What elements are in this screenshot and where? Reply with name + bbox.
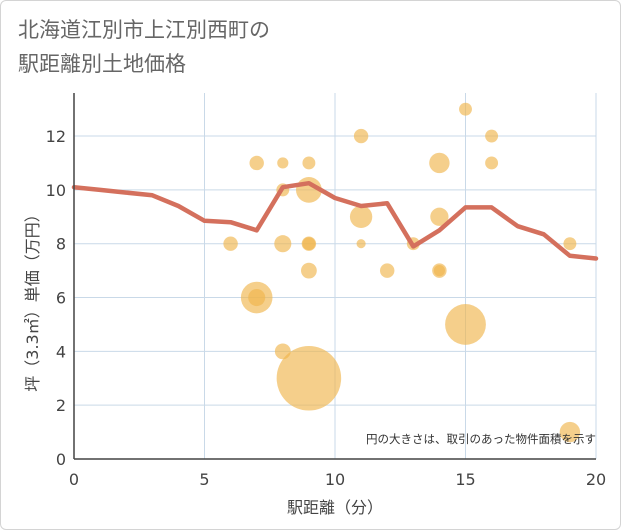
axes [73,93,596,460]
data-bubble [349,205,373,228]
y-tick-label: 10 [46,181,66,200]
bubble-layer [223,102,581,443]
y-tick-label: 8 [56,235,66,254]
x-tick-label: 10 [325,470,345,489]
data-bubble [249,155,264,171]
data-bubble [277,157,289,169]
data-bubble [563,237,577,251]
data-bubble [302,237,316,251]
chart-title: 北海道江別市上江別西町の 駅距離別土地価格 [18,13,270,81]
y-tick-label: 6 [56,289,66,308]
data-bubble [300,262,317,279]
chart-title-line-1: 北海道江別市上江別西町の [18,18,270,42]
data-bubble [445,304,486,345]
data-bubble [223,236,238,251]
x-axis-label: 駅距離（分） [287,498,383,517]
data-bubble [433,265,445,277]
trend-line-layer [71,180,599,261]
data-bubble [302,156,316,170]
data-bubble [353,128,369,144]
y-tick-label: 4 [56,342,66,361]
data-bubble [459,102,472,116]
data-bubble [274,235,292,253]
y-axis-label: 坪（3.3㎡）単価（万円） [23,206,42,391]
y-tick-label: 2 [56,396,66,415]
data-bubble [485,129,499,143]
size-legend-note: 円の大きさは、取引のあった物件面積を示す [366,432,596,446]
data-bubble [559,421,581,443]
x-tick-label: 5 [199,470,209,489]
tick-labels: 0 5 10 15 20 0 2 4 6 8 10 12 [46,127,607,489]
chart-title-line-2: 駅距離別土地価格 [18,52,186,76]
data-bubble [379,263,395,278]
data-bubble [276,346,342,411]
y-tick-label: 0 [56,450,66,469]
y-tick-label: 12 [46,127,66,146]
data-bubble [430,207,449,226]
data-bubble [429,152,450,174]
grid-lines [74,93,597,459]
data-bubble [248,288,266,307]
x-tick-label: 15 [455,470,475,489]
average-price-line [71,180,599,261]
x-tick-label: 0 [69,470,79,489]
data-bubble [485,156,499,170]
data-bubble [356,239,366,249]
x-tick-label: 20 [586,470,606,489]
